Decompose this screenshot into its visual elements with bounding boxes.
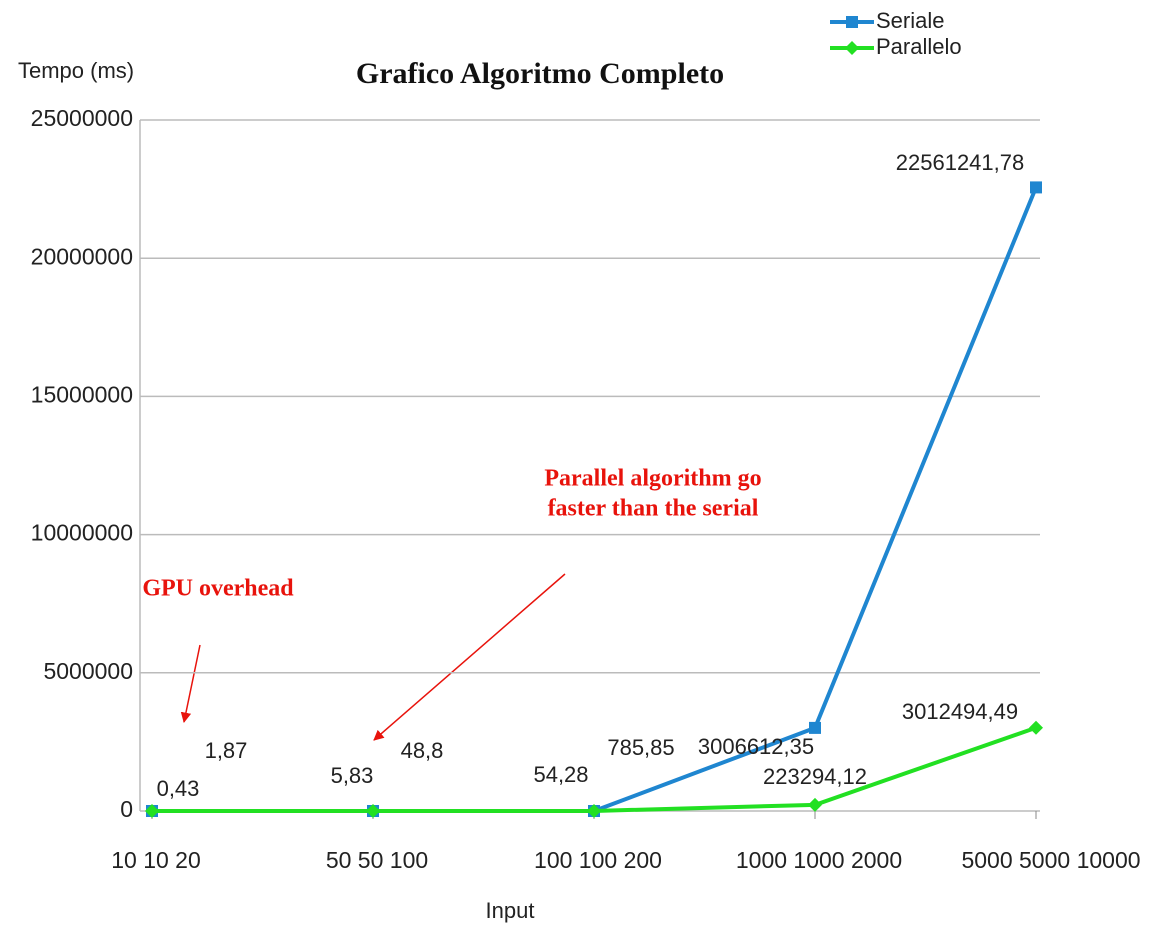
x-tick-label: 10 10 20 (111, 847, 201, 873)
data-label: 54,28 (533, 762, 588, 787)
annotation: GPU overhead (142, 576, 294, 602)
data-label: 3006612,35 (698, 734, 814, 759)
x-tick-label: 50 50 100 (326, 847, 428, 873)
data-label: 5,83 (331, 763, 374, 788)
annotation-arrow (180, 644, 201, 724)
chart-title: Grafico Algoritmo Completo (356, 57, 724, 90)
point-marker (845, 41, 859, 55)
y-tick-label: 5000000 (43, 658, 133, 684)
y-tick-label: 0 (120, 796, 133, 822)
data-label: 223294,12 (763, 764, 867, 789)
point-marker (809, 721, 821, 734)
data-label: 0,43 (157, 776, 200, 801)
point-marker (808, 797, 822, 812)
data-label: 1,87 (205, 738, 248, 763)
x-tick-label: 100 100 200 (534, 847, 662, 873)
x-axis-title: Input (486, 898, 535, 923)
y-tick-label: 15000000 (31, 381, 133, 407)
legend-label: Parallelo (876, 34, 962, 59)
annotation: faster than the serial (548, 496, 759, 522)
legend-label: Seriale (876, 8, 944, 33)
y-tick-label: 10000000 (31, 520, 133, 546)
data-label: 48,8 (401, 738, 444, 763)
point-marker (1029, 720, 1043, 735)
x-tick-label: 1000 1000 2000 (736, 847, 902, 873)
y-tick-label: 25000000 (31, 105, 133, 131)
point-marker (145, 803, 159, 818)
series (145, 720, 1043, 818)
annotation: Parallel algorithm go (544, 466, 761, 492)
point-marker (366, 803, 380, 818)
y-tick-label: 20000000 (31, 243, 133, 269)
point-marker (846, 16, 858, 28)
series-line (151, 725, 1037, 813)
data-label: 3012494,49 (902, 699, 1018, 724)
y-axis-title: Tempo (ms) (18, 58, 134, 83)
data-label: 785,85 (607, 735, 674, 760)
point-marker (587, 803, 601, 818)
annotation-arrow (373, 573, 566, 741)
x-tick-label: 5000 5000 10000 (961, 847, 1140, 873)
data-label: 22561241,78 (896, 150, 1024, 175)
point-marker (1030, 181, 1042, 194)
